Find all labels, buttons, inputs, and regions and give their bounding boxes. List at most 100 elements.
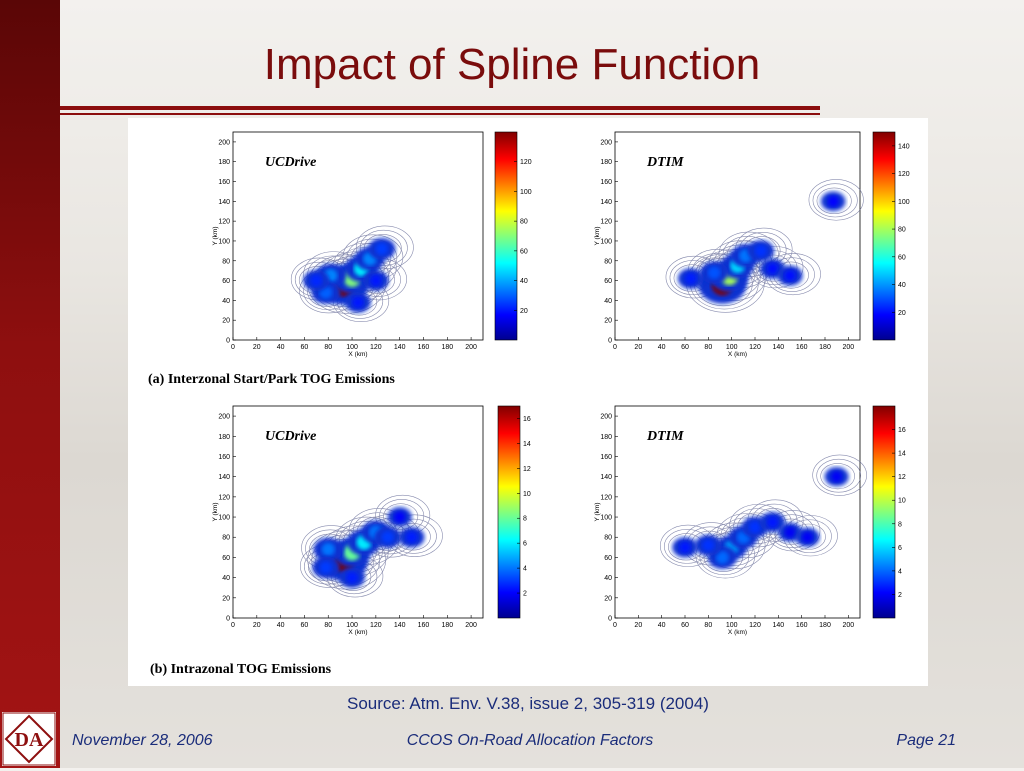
da-logo-icon: DA <box>2 712 56 766</box>
logo-text: DA <box>15 729 44 751</box>
y-tick-label: 60 <box>222 555 230 562</box>
y-tick-label: 0 <box>226 338 230 345</box>
x-tick-label: 80 <box>704 344 712 351</box>
blob-core <box>381 531 394 544</box>
y-tick-label: 120 <box>218 494 230 501</box>
y-tick-label: 180 <box>600 159 612 166</box>
y-tick-label: 80 <box>222 258 230 265</box>
x-tick-label: 100 <box>346 344 358 351</box>
blob-core <box>679 541 691 554</box>
y-tick-label: 120 <box>600 494 612 501</box>
y-tick-label: 0 <box>226 616 230 623</box>
colorbar-tick-label: 60 <box>898 254 906 261</box>
y-tick-label: 120 <box>600 219 612 226</box>
x-tick-label: 140 <box>772 622 784 629</box>
blob-core <box>685 272 697 285</box>
colorbar-tick-label: 16 <box>898 427 906 434</box>
y-tick-label: 0 <box>608 616 612 623</box>
figure-panel: 0 20 40 60 80 100 120 140 160 180 200 0 20 40 60 80 100 1… <box>128 118 928 686</box>
y-tick-label: 100 <box>600 515 612 522</box>
colorbar-tick-label: 6 <box>523 541 527 548</box>
y-tick-label: 60 <box>604 555 612 562</box>
colorbar-tick-label: 40 <box>520 278 528 285</box>
y-tick-label: 80 <box>222 535 230 542</box>
slide-title: Impact of Spline Function <box>263 40 761 89</box>
y-tick-label: 140 <box>218 474 230 481</box>
x-tick-label: 180 <box>819 344 831 351</box>
colorbar-tick-label: 14 <box>898 451 906 458</box>
blob-core <box>715 550 729 564</box>
colorbar-tick-label: 16 <box>523 416 531 423</box>
y-tick-label: 80 <box>604 258 612 265</box>
colorbar-tick-label: 2 <box>523 591 527 598</box>
y-tick-label: 60 <box>222 278 230 285</box>
y-tick-label: 100 <box>600 238 612 245</box>
y-tick-label: 100 <box>218 515 230 522</box>
contour-ring <box>359 229 408 266</box>
y-axis-label: Y (km) <box>594 226 601 245</box>
y-axis-label: Y (km) <box>212 226 219 245</box>
blob-core <box>370 274 382 287</box>
blob-core <box>766 263 779 275</box>
x-tick-label: 60 <box>681 344 689 351</box>
colorbar-tick-label: 40 <box>898 282 906 289</box>
blob-core <box>827 195 839 207</box>
contour-ring <box>716 513 777 559</box>
contour-ring <box>812 454 867 496</box>
x-tick-label: 40 <box>658 344 666 351</box>
blob-core <box>784 269 796 282</box>
y-tick-label: 40 <box>222 575 230 582</box>
x-tick-label: 120 <box>370 622 382 629</box>
x-axis-label: X (km) <box>728 351 747 358</box>
contour-ring <box>812 183 858 218</box>
y-tick-label: 40 <box>604 575 612 582</box>
colorbar-tick-label: 80 <box>898 227 906 234</box>
x-tick-label: 40 <box>277 344 285 351</box>
x-tick-label: 40 <box>277 622 285 629</box>
colorbar <box>872 131 896 341</box>
blob-core <box>766 516 779 528</box>
colorbar-tick-label: 100 <box>898 199 910 206</box>
colorbar-tick-label: 8 <box>523 516 527 523</box>
x-tick-label: 160 <box>796 344 808 351</box>
y-tick-label: 20 <box>604 318 612 325</box>
colorbar-tick-label: 140 <box>898 143 910 150</box>
y-tick-label: 80 <box>604 535 612 542</box>
y-tick-label: 180 <box>218 159 230 166</box>
blob-core <box>784 526 796 538</box>
blob-core <box>831 471 843 483</box>
x-tick-label: 20 <box>253 622 261 629</box>
title-rule <box>60 106 820 110</box>
x-tick-label: 0 <box>613 622 617 629</box>
x-tick-label: 140 <box>394 622 406 629</box>
chart-panel-3: 0 20 40 60 80 100 120 140 160 180 200 0 20 40 60 80 100 1… <box>212 405 531 636</box>
blob-core <box>346 571 358 584</box>
x-tick-label: 120 <box>370 344 382 351</box>
y-tick-label: 160 <box>218 454 230 461</box>
x-tick-label: 200 <box>465 622 477 629</box>
y-tick-label: 20 <box>222 595 230 602</box>
x-tick-label: 160 <box>418 344 430 351</box>
y-tick-label: 40 <box>222 298 230 305</box>
emission-blobs <box>303 237 396 313</box>
contour-ring <box>718 231 779 277</box>
x-tick-label: 140 <box>394 344 406 351</box>
x-tick-label: 40 <box>658 622 666 629</box>
blob-core <box>754 244 767 257</box>
x-tick-label: 20 <box>253 344 261 351</box>
x-tick-label: 0 <box>231 344 235 351</box>
y-tick-label: 100 <box>218 238 230 245</box>
plot-area <box>614 405 861 619</box>
footer-title: CCOS On-Road Allocation Factors <box>406 732 654 749</box>
panel-title: DTIM <box>646 155 684 170</box>
colorbar-tick-label: 10 <box>898 498 906 505</box>
blob-core <box>352 296 364 309</box>
blob-core <box>707 266 721 279</box>
x-tick-label: 100 <box>726 622 738 629</box>
y-tick-label: 180 <box>218 434 230 441</box>
x-tick-label: 60 <box>681 622 689 629</box>
y-tick-label: 40 <box>604 298 612 305</box>
panel-title: UCDrive <box>265 155 316 170</box>
y-tick-label: 20 <box>604 595 612 602</box>
x-tick-label: 60 <box>301 344 309 351</box>
